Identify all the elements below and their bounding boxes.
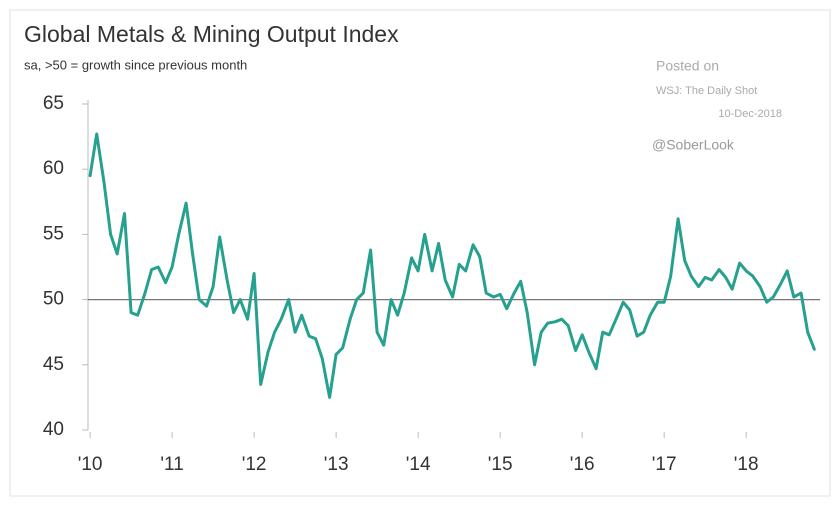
annotation: @SoberLook bbox=[652, 137, 735, 153]
x-tick-label: '17 bbox=[652, 454, 677, 475]
chart-subtitle: sa, >50 = growth since previous month bbox=[24, 57, 247, 72]
y-tick-label: 55 bbox=[43, 223, 64, 244]
y-tick-label: 40 bbox=[43, 419, 64, 440]
x-tick-label: '10 bbox=[78, 454, 103, 475]
y-tick-label: 50 bbox=[43, 289, 64, 310]
x-tick-label: '13 bbox=[324, 454, 349, 475]
x-tick-label: '15 bbox=[488, 454, 513, 475]
annotation: Posted on bbox=[656, 58, 719, 74]
chart-title: Global Metals & Mining Output Index bbox=[24, 21, 399, 47]
data-line bbox=[88, 132, 816, 399]
x-tick-label: '16 bbox=[570, 454, 595, 475]
y-tick-label: 65 bbox=[43, 93, 64, 114]
x-tick-label: '18 bbox=[734, 454, 759, 475]
x-tick-label: '12 bbox=[242, 454, 267, 475]
annotation: WSJ: The Daily Shot bbox=[656, 85, 757, 97]
annotation: 10-Dec-2018 bbox=[718, 108, 782, 120]
x-tick-label: '14 bbox=[406, 454, 431, 475]
x-tick-label: '11 bbox=[160, 454, 183, 475]
y-tick-label: 45 bbox=[43, 354, 64, 375]
y-tick-label: 60 bbox=[43, 158, 64, 179]
